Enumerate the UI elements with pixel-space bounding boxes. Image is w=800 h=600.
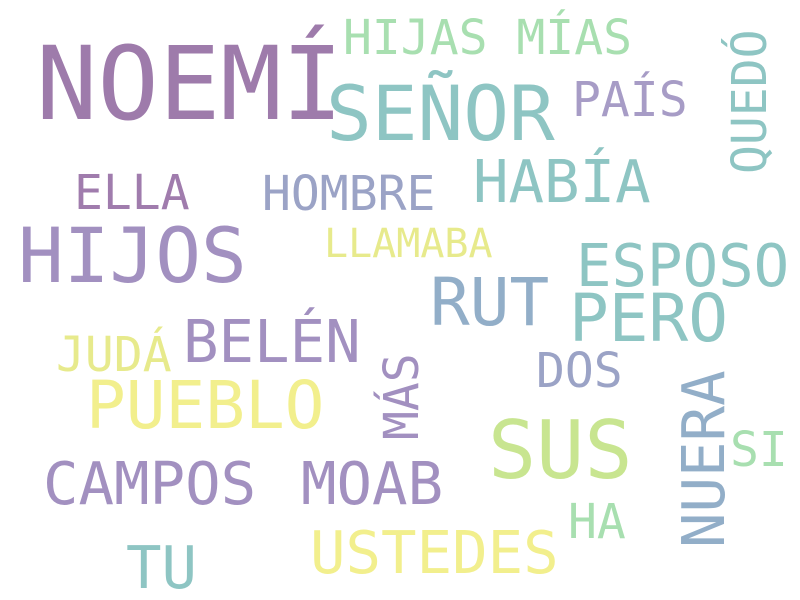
word-pero: PERO (569, 280, 728, 357)
word-hijos: HIJOS (18, 211, 247, 300)
word-moab: MOAB (301, 449, 444, 518)
word-juda: JUDÁ (56, 327, 172, 383)
word-hijas-mias: HIJAS MÍAS (343, 10, 632, 66)
word-pueblo: PUEBLO (86, 367, 325, 444)
word-belen: BELÉN (183, 307, 361, 376)
word-ustedes: USTEDES (310, 518, 559, 587)
word-pais: PAÍS (572, 72, 688, 128)
word-quedo: QUEDÓ (722, 29, 778, 175)
word-noemi: NOEMÍ (36, 25, 344, 144)
word-dos: DOS (536, 343, 623, 399)
word-ella: ELLA (74, 165, 190, 221)
word-senor: SEÑOR (326, 69, 555, 158)
word-tu: TU (126, 533, 198, 600)
word-llamaba: LLAMABA (324, 221, 493, 267)
word-ha: HA (568, 494, 626, 550)
word-esposo: ESPOSO (576, 231, 790, 300)
word-campos: CAMPOS (43, 449, 257, 518)
word-rut: RUT (430, 264, 550, 341)
word-mas: MÁS (374, 353, 430, 440)
word-hombre: HOMBRE (262, 166, 436, 222)
word-habia: HABÍA (473, 147, 651, 216)
word-nuera: NUERA (669, 370, 738, 548)
word-si: SI (730, 422, 788, 478)
word-sus: SUS (488, 404, 633, 497)
